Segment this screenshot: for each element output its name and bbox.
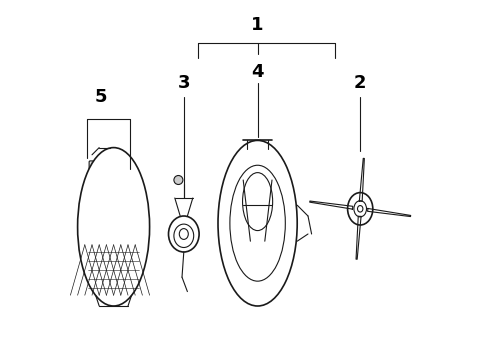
Text: 5: 5	[95, 88, 107, 106]
Ellipse shape	[347, 193, 373, 225]
Ellipse shape	[174, 176, 183, 185]
FancyBboxPatch shape	[89, 161, 104, 172]
Text: 4: 4	[251, 63, 264, 81]
Ellipse shape	[169, 216, 199, 252]
Text: 1: 1	[251, 16, 264, 34]
Text: 3: 3	[177, 74, 190, 92]
Text: 2: 2	[354, 74, 367, 92]
Ellipse shape	[218, 140, 297, 306]
Ellipse shape	[77, 148, 149, 306]
